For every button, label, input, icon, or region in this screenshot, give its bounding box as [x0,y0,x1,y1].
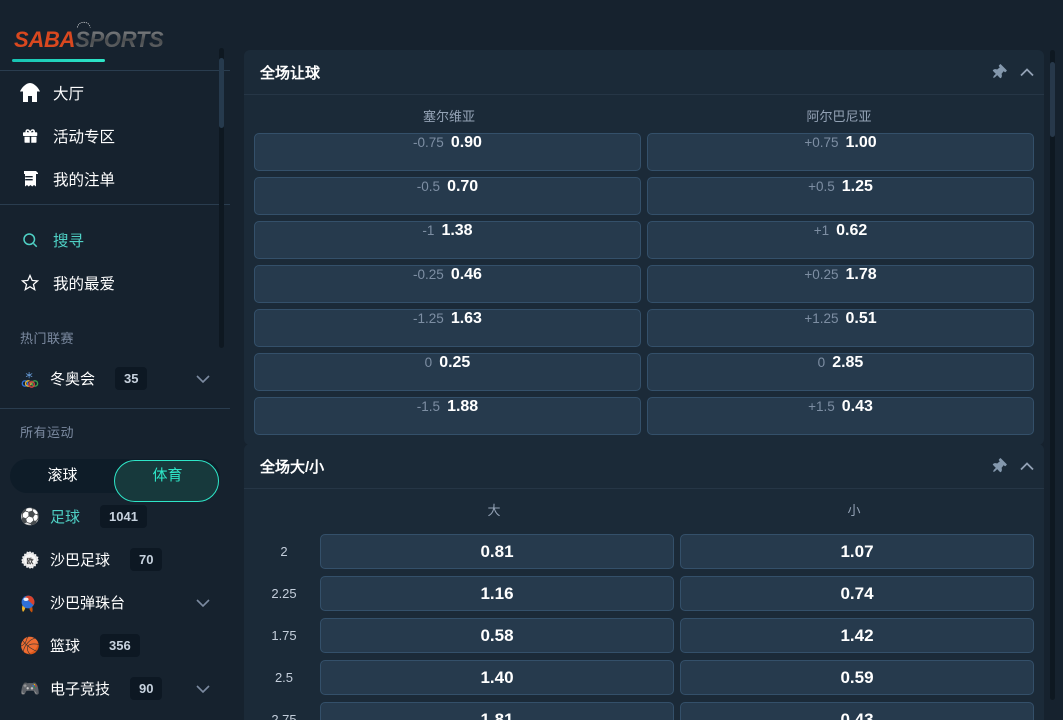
svg-text:欧: 欧 [27,556,34,565]
svg-text:SABASPORTS: SABASPORTS [14,27,164,52]
